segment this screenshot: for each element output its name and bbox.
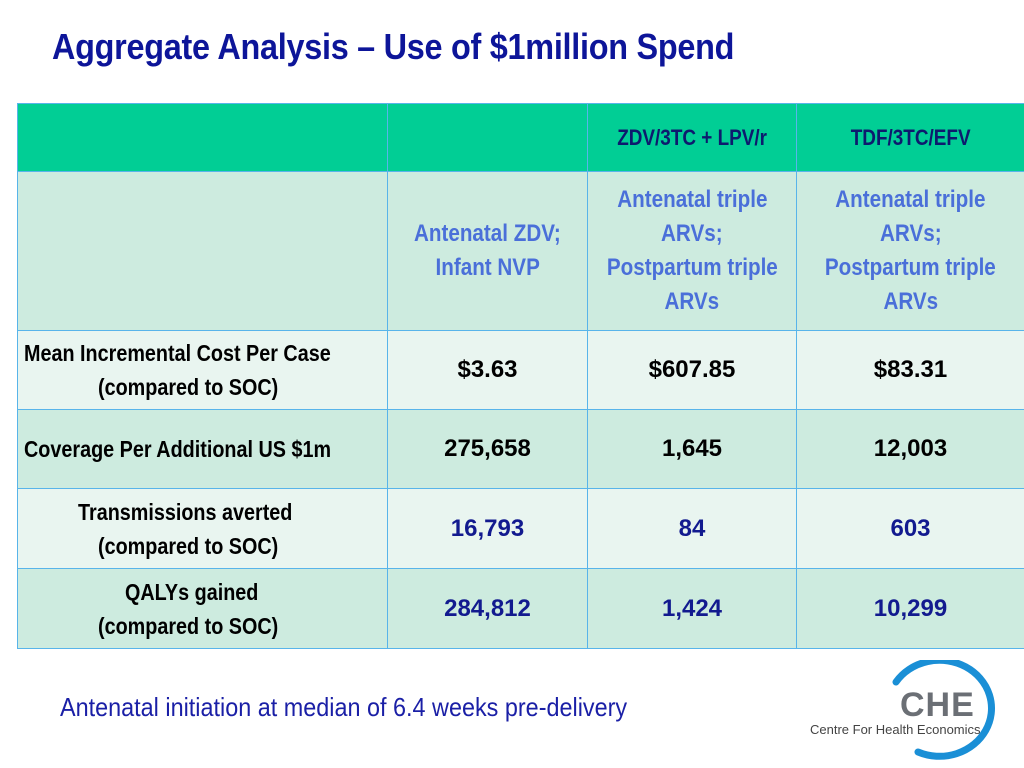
table-row-transmissions: Transmissions averted (compared to SOC) … [17,488,1024,569]
subheader-cell-empty [17,171,388,331]
table-cell: 10,299 [796,568,1024,649]
row-label: Coverage Per Additional US $1m [17,409,388,489]
subheader-cell-triple-arvs: Antenatal triple ARVs; Postpartum triple… [587,171,797,331]
table-header-row: ZDV/3TC + LPV/r TDF/3TC/EFV [17,103,1024,172]
header-cell-tdf-3tc-efv: TDF/3TC/EFV [796,103,1024,172]
row-label: Transmissions averted (compared to SOC) [17,488,388,569]
table-subheader-row: Antenatal ZDV; Infant NVP Antenatal trip… [17,171,1024,331]
subheader-cell-zdv-nvp: Antenatal ZDV; Infant NVP [387,171,588,331]
header-cell-empty [387,103,588,172]
logo-arc-icon [892,660,995,760]
table-cell: 1,645 [587,409,797,489]
table-cell: $83.31 [796,330,1024,410]
header-cell-zdv-3tc-lpv: ZDV/3TC + LPV/r [587,103,797,172]
table-cell: 84 [587,488,797,569]
table-cell: 284,812 [387,568,588,649]
table-cell: $607.85 [587,330,797,410]
table-cell: 16,793 [387,488,588,569]
table-cell: 603 [796,488,1024,569]
header-cell-empty [17,103,388,172]
table-cell: 275,658 [387,409,588,489]
footnote: Antenatal initiation at median of 6.4 we… [60,692,628,722]
table-cell: 1,424 [587,568,797,649]
table-row-qalys: QALYs gained (compared to SOC) 284,812 1… [17,568,1024,649]
table-cell: $3.63 [387,330,588,410]
row-label: QALYs gained (compared to SOC) [17,568,388,649]
table-row-coverage: Coverage Per Additional US $1m 275,658 1… [17,409,1024,489]
subheader-cell-triple-arvs: Antenatal triple ARVs; Postpartum triple… [796,171,1024,331]
analysis-table: ZDV/3TC + LPV/r TDF/3TC/EFV Antenatal ZD… [17,103,1024,649]
che-logo: CHE Centre For Health Economics [808,660,1008,760]
row-label: Mean Incremental Cost Per Case (compared… [17,330,388,410]
logo-name: Centre For Health Economics [810,722,981,737]
table-row-mean-cost: Mean Incremental Cost Per Case (compared… [17,330,1024,410]
table-cell: 12,003 [796,409,1024,489]
slide-title: Aggregate Analysis – Use of $1million Sp… [52,26,735,67]
logo-acronym: CHE [900,686,975,724]
